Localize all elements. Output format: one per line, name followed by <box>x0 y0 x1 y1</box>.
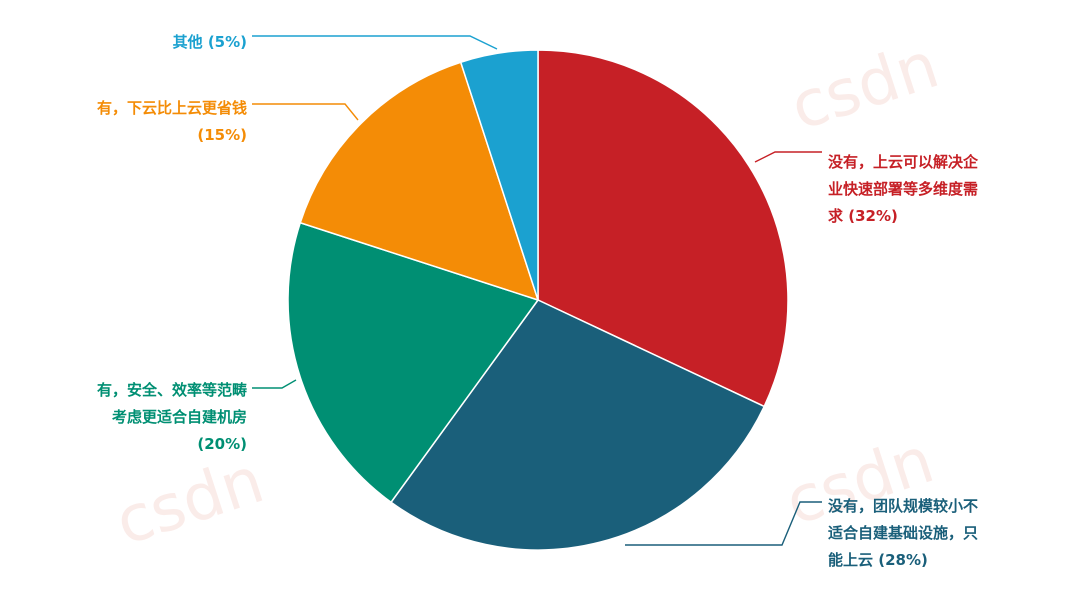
slice-label-4-line-0: 其他 (5%) <box>173 33 247 51</box>
leader-lines <box>252 35 822 546</box>
watermark-3: csdn <box>777 424 942 541</box>
leader-line-4 <box>252 35 498 50</box>
pie-slice-3 <box>299 61 540 302</box>
slice-label-4: 其他 (5%) <box>173 33 247 51</box>
slice-label-3-line-0: 有，下云比上云更省钱 <box>97 99 247 117</box>
slice-label-2: 有，安全、效率等范畴考虑更适合自建机房 (20%) <box>97 381 247 453</box>
pie-slices <box>287 49 789 551</box>
watermark-2: csdn <box>107 444 272 561</box>
pie-slice-0 <box>537 49 789 408</box>
slice-label-3-line-1: (15%) <box>197 126 247 144</box>
slice-label-0-line-2: 求 (32%) <box>828 207 898 225</box>
pie-slice-4 <box>459 49 539 301</box>
slice-labels: 没有，上云可以解决企业快速部署等多维度需求 (32%) 没有，团队规模较小不适合自… <box>97 33 979 569</box>
slice-label-0-line-1: 业快速部署等多维度需 <box>828 180 978 198</box>
watermark-0: csdn <box>782 29 947 146</box>
slice-label-2-line-2: (20%) <box>197 435 247 453</box>
slice-label-1-line-0: 没有，团队规模较小不 <box>828 497 978 515</box>
slice-label-0: 没有，上云可以解决企业快速部署等多维度需求 (32%) <box>828 153 979 225</box>
leader-line-1 <box>625 501 822 546</box>
pie-slice-1 <box>390 299 766 551</box>
slice-label-0-line-0: 没有，上云可以解决企 <box>828 153 979 171</box>
leader-line-2 <box>252 379 297 389</box>
slice-label-1: 没有，团队规模较小不适合自建基础设施，只能上云 (28%) <box>828 497 978 569</box>
slice-label-3: 有，下云比上云更省钱 (15%) <box>97 99 247 144</box>
slice-label-1-line-1: 适合自建基础设施，只 <box>828 524 978 542</box>
pie-slice-2 <box>287 221 540 504</box>
slice-label-2-line-0: 有，安全、效率等范畴 <box>97 381 247 399</box>
slice-label-2-line-1: 考虑更适合自建机房 <box>112 408 247 426</box>
leader-line-3 <box>252 103 359 121</box>
slice-label-1-line-2: 能上云 (28%) <box>828 551 928 569</box>
leader-line-0 <box>754 151 822 163</box>
